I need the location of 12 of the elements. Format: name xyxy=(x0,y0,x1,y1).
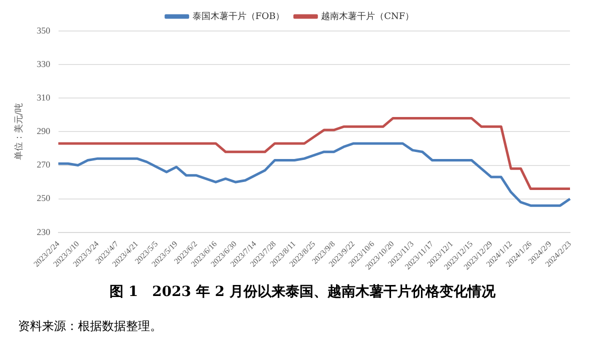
y-tick-label: 250 xyxy=(36,193,51,204)
legend-label: 越南木薯干片（CNF） xyxy=(321,10,414,22)
y-tick-label: 350 xyxy=(36,25,51,36)
y-tick-label: 230 xyxy=(36,226,51,237)
legend-label: 泰国木薯干片（FOB） xyxy=(192,10,285,22)
y-axis-title: 单位：美元/吨 xyxy=(14,103,25,160)
text: 图 1 2023 年 2 月份以来泰国、越南木薯干片价格变化情况 xyxy=(108,283,496,301)
y-tick-label: 290 xyxy=(36,126,51,136)
y-tick-label: 270 xyxy=(36,160,51,170)
text: 资料来源：根据数据整理。 xyxy=(18,318,162,335)
y-tick-label: 310 xyxy=(36,92,51,103)
y-tick-label: 330 xyxy=(36,58,51,69)
